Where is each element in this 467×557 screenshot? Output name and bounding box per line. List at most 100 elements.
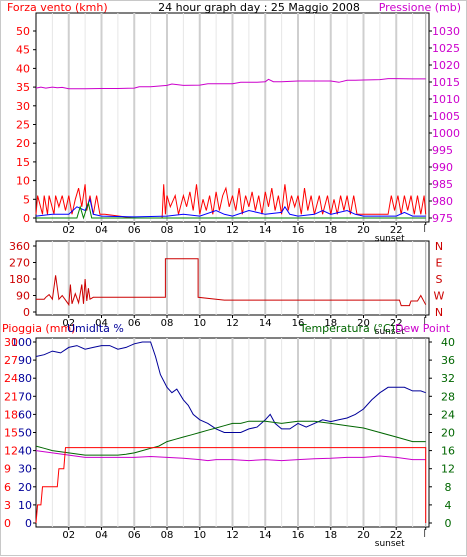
p2-right-tick-label: S (436, 273, 443, 286)
header-title: 24 hour graph day : 25 Maggio 2008 (158, 1, 360, 14)
p3-x-tick-label: 22 (390, 530, 403, 541)
p2-left-tick-label: 360 (9, 240, 30, 253)
p2-x-tick-label: 18 (324, 318, 337, 329)
p3-humidity-tick-label: 10 (18, 499, 32, 512)
p1-x-tick-label: 16 (292, 225, 305, 236)
p1-left-tick-label: 50 (16, 25, 30, 38)
p3-x-tick-label: 18 (324, 530, 337, 541)
p1-right-tick-label: 1025 (432, 42, 460, 55)
p3-temp-tick-label: 16 (441, 445, 455, 458)
p3-x-tick-label: 16 (292, 530, 305, 541)
p3-rain-tick-label: 9 (4, 463, 11, 476)
p1-sunset-label: sunset (375, 234, 405, 244)
p1-x-tick-label: 20 (357, 225, 370, 236)
p1-series-pressione-(mb) (35, 78, 426, 90)
p3-temp-tick-label: 4 (445, 499, 452, 512)
p1-left-tick-label: 40 (16, 62, 30, 75)
p1-x-tick-label: 12 (226, 225, 239, 236)
p3-temp-tick-label: 0 (445, 517, 452, 530)
p3-temp-tick-label: 12 (441, 463, 455, 476)
p2-left-tick-label: 270 (9, 257, 30, 270)
p1-left-tick-label: 15 (16, 156, 30, 169)
p1-right-tick-label: 1010 (432, 93, 460, 106)
p1-right-tick-label: 980 (432, 195, 453, 208)
p3-temp-tick-label: 24 (441, 408, 455, 421)
p1-x-tick-label: 22 (390, 225, 403, 236)
p1-left-tick-label: 0 (23, 212, 30, 225)
p1-series-wind-direction-count (36, 201, 426, 220)
p2-x-tick-label: 02 (62, 318, 75, 329)
p1-right-tick-label: 1020 (432, 59, 460, 72)
p3-humidity-tick-label: 80 (18, 372, 32, 385)
p3-rain-tick-label: 0 (4, 517, 11, 530)
p3-humidity-tick-label: 0 (25, 517, 32, 530)
p1-left-tick-label: 30 (16, 100, 30, 113)
p2-x-tick-label: 20 (357, 318, 370, 329)
p2-left-tick-label: 0 (23, 306, 30, 319)
p3-temp-tick-label: 40 (441, 336, 455, 349)
p2-right-tick-label: N (435, 306, 443, 319)
p1-left-tick-label: 5 (23, 193, 30, 206)
p2-x-tick-label: 14 (259, 318, 272, 329)
p3-rain-tick-label: 3 (4, 499, 11, 512)
p3-humidity-tick-label: 70 (18, 390, 32, 403)
p2-left-tick-label: 90 (16, 290, 30, 303)
p1-x-tick-label: 18 (324, 225, 337, 236)
p1-left-tick-label: 10 (16, 175, 30, 188)
p2-x-tick-label: 12 (226, 318, 239, 329)
p3-rain-tick-label: 24 (4, 372, 18, 385)
p1-x-tick-label: 06 (128, 225, 141, 236)
p1-right-tick-label: 985 (432, 178, 453, 191)
p2-series-direction (36, 258, 427, 307)
p3-humidity-tick-label: 60 (18, 408, 32, 421)
p1-x-tick-label: 14 (259, 225, 272, 236)
p2-x-tick-label: 10 (193, 318, 206, 329)
p3-sunset-mark: | (423, 528, 426, 537)
p3-rain-tick-label: 27 (4, 354, 18, 367)
p3-rain-tick-label: 15 (4, 427, 18, 440)
p2-sunset-label: sunset (375, 327, 405, 337)
p3-x-tick-label: 20 (357, 530, 370, 541)
p2-sunset-mark: | (423, 316, 426, 325)
p3-series-dew-point (35, 450, 426, 462)
p3-x-tick-label: 02 (62, 530, 75, 541)
p3-rain-tick-label: 18 (4, 408, 18, 421)
p1-left-tick-label: 45 (16, 44, 30, 57)
p1-right-tick-label: 995 (432, 144, 453, 157)
p3-x-tick-label: 10 (193, 530, 206, 541)
p3-series-rain (35, 447, 427, 524)
p2-right-tick-label: N (435, 240, 443, 253)
p1-right-tick-label: 975 (432, 212, 453, 225)
p2-x-tick-label: 16 (292, 318, 305, 329)
p3-rain-tick-label: 30 (4, 336, 18, 349)
p3-dew-label: Dew Point (395, 322, 451, 335)
p3-temp-tick-label: 20 (441, 427, 455, 440)
p1-x-tick-label: 04 (95, 225, 108, 236)
p3-x-tick-label: 14 (259, 530, 272, 541)
p3-temp-tick-label: 28 (441, 390, 455, 403)
p2-right-tick-label: E (436, 257, 443, 270)
p3-x-tick-label: 12 (226, 530, 239, 541)
p2-x-tick-label: 08 (161, 318, 174, 329)
p1-left-tick-label: 35 (16, 81, 30, 94)
p2-x-tick-label: 22 (390, 318, 403, 329)
p2-x-tick-label: 04 (95, 318, 108, 329)
p1-left-tick-label: 25 (16, 119, 30, 132)
p3-rain-label: Pioggia (mm) (2, 322, 75, 335)
p1-sunset-mark: | (423, 223, 426, 232)
p1-x-tick-label: 08 (161, 225, 174, 236)
p3-temp-label: Temperatura (°C) (299, 322, 395, 335)
p3-sunset-label: sunset (375, 539, 405, 549)
p1-right-tick-label: 1015 (432, 76, 460, 89)
p3-humidity-tick-label: 90 (18, 354, 32, 367)
p2-right-tick-label: W (434, 290, 445, 303)
p3-temp-tick-label: 32 (441, 372, 455, 385)
p3-temp-tick-label: 36 (441, 354, 455, 367)
header-pressure-label: Pressione (mb) (379, 1, 461, 14)
p3-series-humidity (35, 341, 426, 433)
p3-x-tick-label: 06 (128, 530, 141, 541)
p3-rain-tick-label: 6 (4, 481, 11, 494)
p1-right-tick-label: 1005 (432, 110, 460, 123)
